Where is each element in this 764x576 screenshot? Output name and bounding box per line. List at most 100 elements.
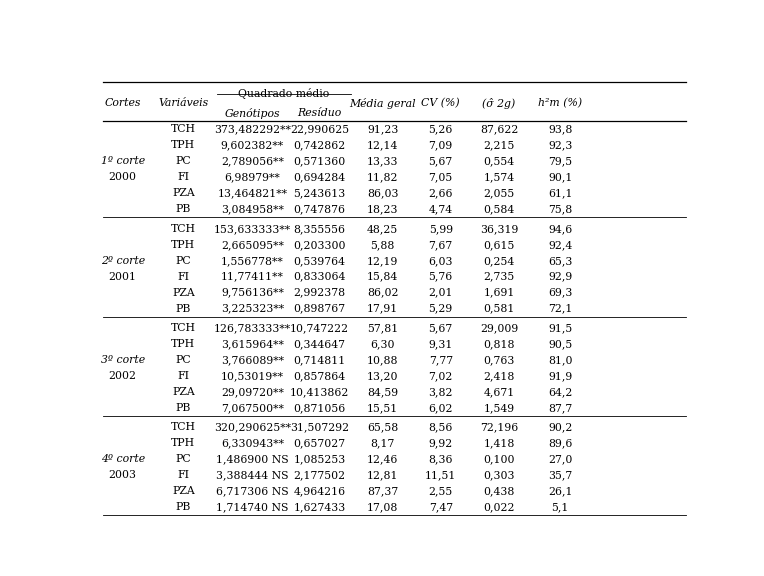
Text: 12,14: 12,14 — [367, 141, 398, 150]
Text: 26,1: 26,1 — [548, 486, 572, 497]
Text: (σ̂ 2g): (σ̂ 2g) — [482, 97, 516, 108]
Text: 79,5: 79,5 — [549, 156, 572, 166]
Text: 15,84: 15,84 — [367, 272, 398, 282]
Text: 29,09720**: 29,09720** — [221, 387, 284, 397]
Text: 2º corte: 2º corte — [101, 256, 145, 266]
Text: 0,857864: 0,857864 — [293, 371, 345, 381]
Text: 3º corte: 3º corte — [101, 355, 145, 365]
Text: 86,03: 86,03 — [367, 188, 398, 198]
Text: 2,215: 2,215 — [484, 141, 515, 150]
Text: 5,67: 5,67 — [429, 323, 453, 333]
Text: 5,1: 5,1 — [552, 502, 569, 512]
Text: 2000: 2000 — [108, 172, 137, 183]
Text: 13,464821**: 13,464821** — [218, 188, 287, 198]
Text: 92,9: 92,9 — [549, 272, 572, 282]
Text: 11,51: 11,51 — [425, 471, 456, 480]
Text: 0,344647: 0,344647 — [293, 339, 345, 349]
Text: 2,177502: 2,177502 — [293, 471, 345, 480]
Text: 36,319: 36,319 — [480, 224, 518, 234]
Text: 153,633333**: 153,633333** — [214, 224, 291, 234]
Text: PZA: PZA — [172, 387, 195, 397]
Text: 3,225323**: 3,225323** — [221, 304, 284, 313]
Text: TCH: TCH — [171, 224, 196, 234]
Text: 15,51: 15,51 — [367, 403, 398, 413]
Text: 8,355556: 8,355556 — [293, 224, 345, 234]
Text: 0,657027: 0,657027 — [293, 438, 345, 449]
Text: TCH: TCH — [171, 422, 196, 433]
Text: 3,766089**: 3,766089** — [221, 355, 284, 365]
Text: 29,009: 29,009 — [480, 323, 518, 333]
Text: 91,9: 91,9 — [549, 371, 572, 381]
Text: 0,438: 0,438 — [484, 486, 515, 497]
Text: 0,763: 0,763 — [484, 355, 515, 365]
Text: 0,584: 0,584 — [484, 204, 515, 214]
Text: TPH: TPH — [171, 438, 196, 449]
Text: 9,31: 9,31 — [429, 339, 453, 349]
Text: 2,66: 2,66 — [429, 188, 453, 198]
Text: 75,8: 75,8 — [549, 204, 572, 214]
Text: 13,33: 13,33 — [367, 156, 398, 166]
Text: PZA: PZA — [172, 486, 195, 497]
Text: TPH: TPH — [171, 240, 196, 250]
Text: FI: FI — [177, 471, 189, 480]
Text: 2,055: 2,055 — [484, 188, 515, 198]
Text: PZA: PZA — [172, 287, 195, 298]
Text: 1º corte: 1º corte — [101, 156, 145, 166]
Text: 5,26: 5,26 — [429, 124, 453, 134]
Text: 93,8: 93,8 — [548, 124, 572, 134]
Text: 1,418: 1,418 — [484, 438, 515, 449]
Text: Resíduo: Resíduo — [297, 108, 342, 118]
Text: 3,615964**: 3,615964** — [221, 339, 284, 349]
Text: 0,747876: 0,747876 — [293, 204, 345, 214]
Text: 17,91: 17,91 — [367, 304, 398, 313]
Text: FI: FI — [177, 272, 189, 282]
Text: 7,09: 7,09 — [429, 141, 453, 150]
Text: 1,549: 1,549 — [484, 403, 515, 413]
Text: 5,99: 5,99 — [429, 224, 453, 234]
Text: PC: PC — [176, 156, 191, 166]
Text: 64,2: 64,2 — [548, 387, 572, 397]
Text: 4,671: 4,671 — [484, 387, 515, 397]
Text: 91,23: 91,23 — [367, 124, 398, 134]
Text: 8,17: 8,17 — [371, 438, 395, 449]
Text: 92,4: 92,4 — [549, 240, 572, 250]
Text: 0,303: 0,303 — [484, 471, 515, 480]
Text: 91,5: 91,5 — [549, 323, 572, 333]
Text: 65,58: 65,58 — [367, 422, 398, 433]
Text: Cortes: Cortes — [105, 98, 141, 108]
Text: 22,990625: 22,990625 — [290, 124, 349, 134]
Text: 0,203300: 0,203300 — [293, 240, 346, 250]
Text: 35,7: 35,7 — [549, 471, 572, 480]
Text: 17,08: 17,08 — [367, 502, 398, 512]
Text: 87,622: 87,622 — [480, 124, 518, 134]
Text: 320,290625**: 320,290625** — [214, 422, 291, 433]
Text: 9,602382**: 9,602382** — [221, 141, 284, 150]
Text: 6,330943**: 6,330943** — [221, 438, 284, 449]
Text: TPH: TPH — [171, 339, 196, 349]
Text: Média geral: Média geral — [349, 97, 416, 108]
Text: 86,02: 86,02 — [367, 287, 398, 298]
Text: 57,81: 57,81 — [367, 323, 398, 333]
Text: 8,36: 8,36 — [429, 454, 453, 464]
Text: PB: PB — [176, 304, 191, 313]
Text: 87,37: 87,37 — [367, 486, 398, 497]
Text: 11,77411**: 11,77411** — [221, 272, 284, 282]
Text: PZA: PZA — [172, 188, 195, 198]
Text: 90,5: 90,5 — [549, 339, 572, 349]
Text: 2001: 2001 — [108, 272, 137, 282]
Text: 0,022: 0,022 — [484, 502, 515, 512]
Text: 92,3: 92,3 — [548, 141, 572, 150]
Text: 0,742862: 0,742862 — [293, 141, 346, 150]
Text: 1,714740 NS: 1,714740 NS — [216, 502, 289, 512]
Text: 6,98979**: 6,98979** — [225, 172, 280, 183]
Text: Quadrado médio: Quadrado médio — [238, 88, 330, 98]
Text: 126,783333**: 126,783333** — [214, 323, 291, 333]
Text: 6,717306 NS: 6,717306 NS — [216, 486, 289, 497]
Text: 1,574: 1,574 — [484, 172, 515, 183]
Text: 9,92: 9,92 — [429, 438, 453, 449]
Text: 2,665095**: 2,665095** — [221, 240, 284, 250]
Text: TCH: TCH — [171, 323, 196, 333]
Text: 0,571360: 0,571360 — [293, 156, 346, 166]
Text: PC: PC — [176, 454, 191, 464]
Text: 12,19: 12,19 — [367, 256, 398, 266]
